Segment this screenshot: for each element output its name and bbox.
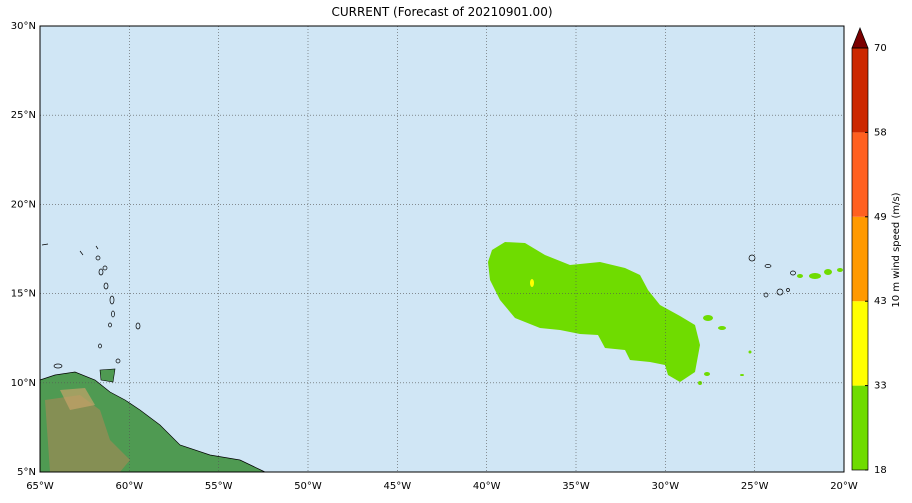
x-tick-label: 55°W [205, 481, 233, 492]
colorbar-label: 10 m wind speed (m/s) [891, 192, 902, 307]
colorbar-frame [851, 47, 869, 471]
terrain [45, 395, 130, 472]
x-tick-label: 35°W [562, 481, 590, 492]
y-tick-label: 30°N [11, 21, 36, 32]
x-tick-label: 60°W [116, 481, 144, 492]
y-tick-label: 20°N [11, 199, 36, 210]
x-tick-label: 45°W [384, 481, 412, 492]
colorbar-segment [852, 216, 868, 302]
y-tick-label: 15°N [11, 289, 36, 300]
colorbar-segment [852, 385, 868, 470]
map-title: CURRENT (Forecast of 20210901.00) [331, 5, 552, 19]
wind-peak [530, 279, 534, 287]
x-tick-label: 40°W [473, 481, 501, 492]
island [99, 368, 116, 383]
colorbar-tick-label: 18 [874, 465, 887, 476]
x-tick-label: 65°W [26, 481, 54, 492]
terrain [60, 388, 95, 410]
ocean [40, 26, 844, 472]
x-tick-label: 20°W [830, 481, 858, 492]
x-tick-label: 50°W [294, 481, 322, 492]
y-tick-label: 5°N [17, 467, 36, 478]
x-tick-label: 30°W [652, 481, 680, 492]
colorbar-segment [852, 301, 868, 386]
colorbar-tick-label: 70 [874, 43, 887, 54]
x-tick-label: 25°W [741, 481, 769, 492]
colorbar-tick-label: 33 [874, 381, 887, 392]
colorbar-tick-label: 49 [874, 212, 887, 223]
colorbar-segment [852, 48, 868, 133]
colorbar-segment [852, 132, 868, 217]
y-tick-label: 10°N [11, 378, 36, 389]
colorbar-extend [851, 27, 869, 49]
wind-field [488, 242, 843, 385]
map-frame [39, 25, 845, 473]
colorbar-tick-label: 43 [874, 296, 887, 307]
colorbar-tick-label: 58 [874, 127, 887, 138]
y-tick-label: 25°N [11, 110, 36, 121]
islands [41, 243, 796, 369]
